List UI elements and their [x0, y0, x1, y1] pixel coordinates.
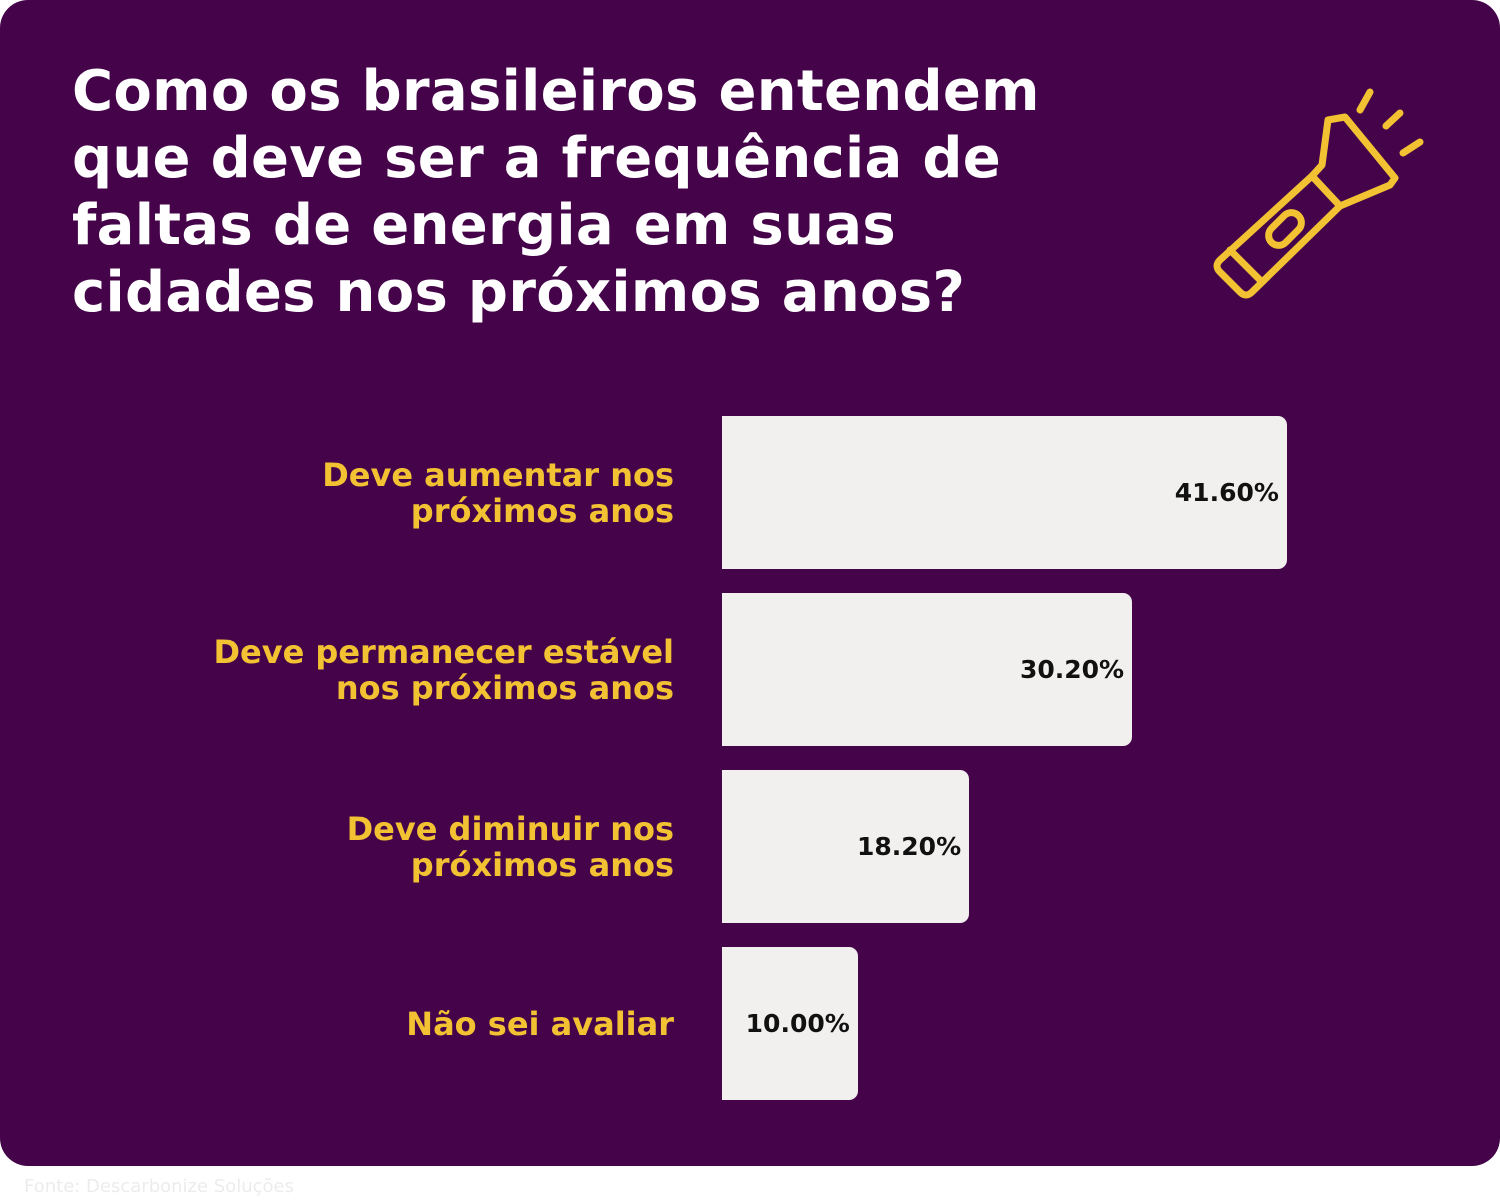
value-label: 18.20%	[857, 832, 962, 861]
bar: 18.20%	[722, 770, 970, 923]
source-note: Fonte: Descarbonize Soluções	[24, 1176, 294, 1197]
category-label: Não sei avaliar	[406, 1004, 674, 1043]
bar: 10.00%	[722, 947, 858, 1100]
bar: 41.60%	[722, 416, 1287, 569]
value-label: 41.60%	[1174, 478, 1279, 507]
chart-title: Como os brasileiros entendem que deve se…	[72, 59, 1040, 325]
category-label: Deve aumentar nos próximos anos	[322, 455, 674, 530]
card: Como os brasileiros entendem que deve se…	[0, 0, 1500, 1166]
value-label: 10.00%	[745, 1009, 850, 1038]
category-label: Deve permanecer estável nos próximos ano…	[213, 632, 674, 707]
flashlight-icon	[1213, 88, 1424, 299]
category-label: Deve diminuir nos próximos anos	[346, 809, 674, 884]
bar: 30.20%	[722, 593, 1133, 746]
value-label: 30.20%	[1019, 655, 1125, 684]
